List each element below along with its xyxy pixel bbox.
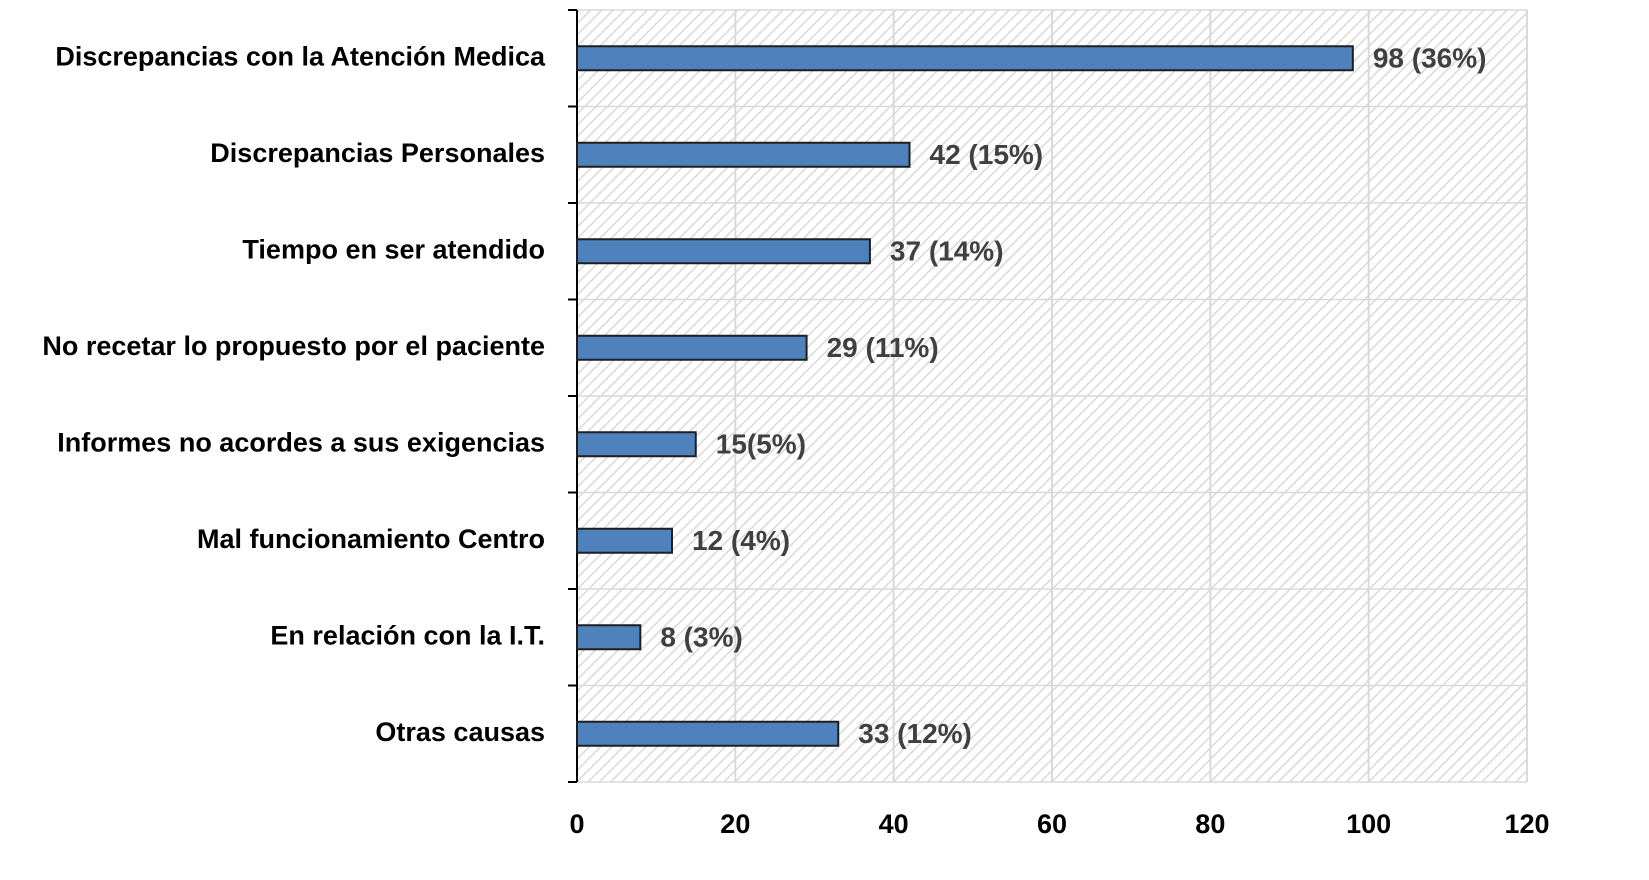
y-tick-label: Informes no acordes a sus exigencias [57,427,545,457]
x-tick-label: 80 [1195,809,1225,839]
data-label: 42 (15%) [930,139,1044,170]
bar [576,431,697,458]
x-tick-label: 40 [879,809,909,839]
x-tick-label: 100 [1346,809,1391,839]
x-tick-label: 60 [1037,809,1067,839]
x-tick-label: 20 [720,809,750,839]
y-tick-label: Mal funcionamiento Centro [197,524,545,554]
data-label: 15(5%) [716,429,806,460]
y-tick-label: Discrepancias con la Atención Medica [55,41,546,71]
bar [576,238,871,265]
data-label: 37 (14%) [890,236,1004,267]
x-tick-label: 0 [569,809,584,839]
data-label: 29 (11%) [827,332,939,363]
bar [576,527,673,554]
y-tick-label: Tiempo en ser atendido [242,234,545,264]
y-tick-label: Discrepancias Personales [210,138,545,168]
data-label: 12 (4%) [692,525,790,556]
bar [576,334,808,361]
data-label: 8 (3%) [660,622,742,653]
x-tick-label: 120 [1504,809,1549,839]
y-tick-label: No recetar lo propuesto por el paciente [42,331,545,361]
bar [576,624,642,651]
bar [576,45,1354,72]
y-tick-label: Otras causas [375,717,545,747]
y-tick-label: En relación con la I.T. [270,620,545,650]
bar [576,141,911,168]
data-label: 98 (36%) [1373,43,1487,74]
data-label: 33 (12%) [858,718,972,749]
bar [576,720,840,747]
